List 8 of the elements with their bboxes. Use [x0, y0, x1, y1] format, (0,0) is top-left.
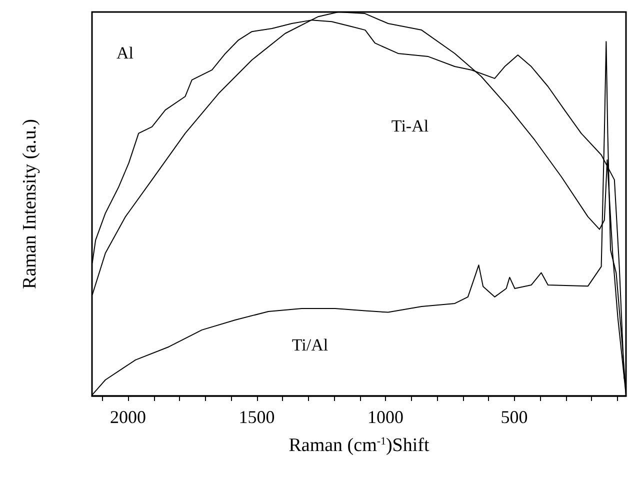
y-axis-title: Raman Intensity (a.u.) — [20, 119, 40, 289]
annotation: Ti/Al — [292, 336, 328, 354]
annotation: Ti-Al — [391, 116, 429, 136]
x-tick-label: 2000 — [110, 407, 146, 427]
x-tick-label: 1000 — [368, 407, 404, 427]
annotation: Al — [116, 44, 134, 62]
x-tick-label: 500 — [500, 407, 528, 427]
x-tick-label: 1500 — [238, 407, 275, 427]
